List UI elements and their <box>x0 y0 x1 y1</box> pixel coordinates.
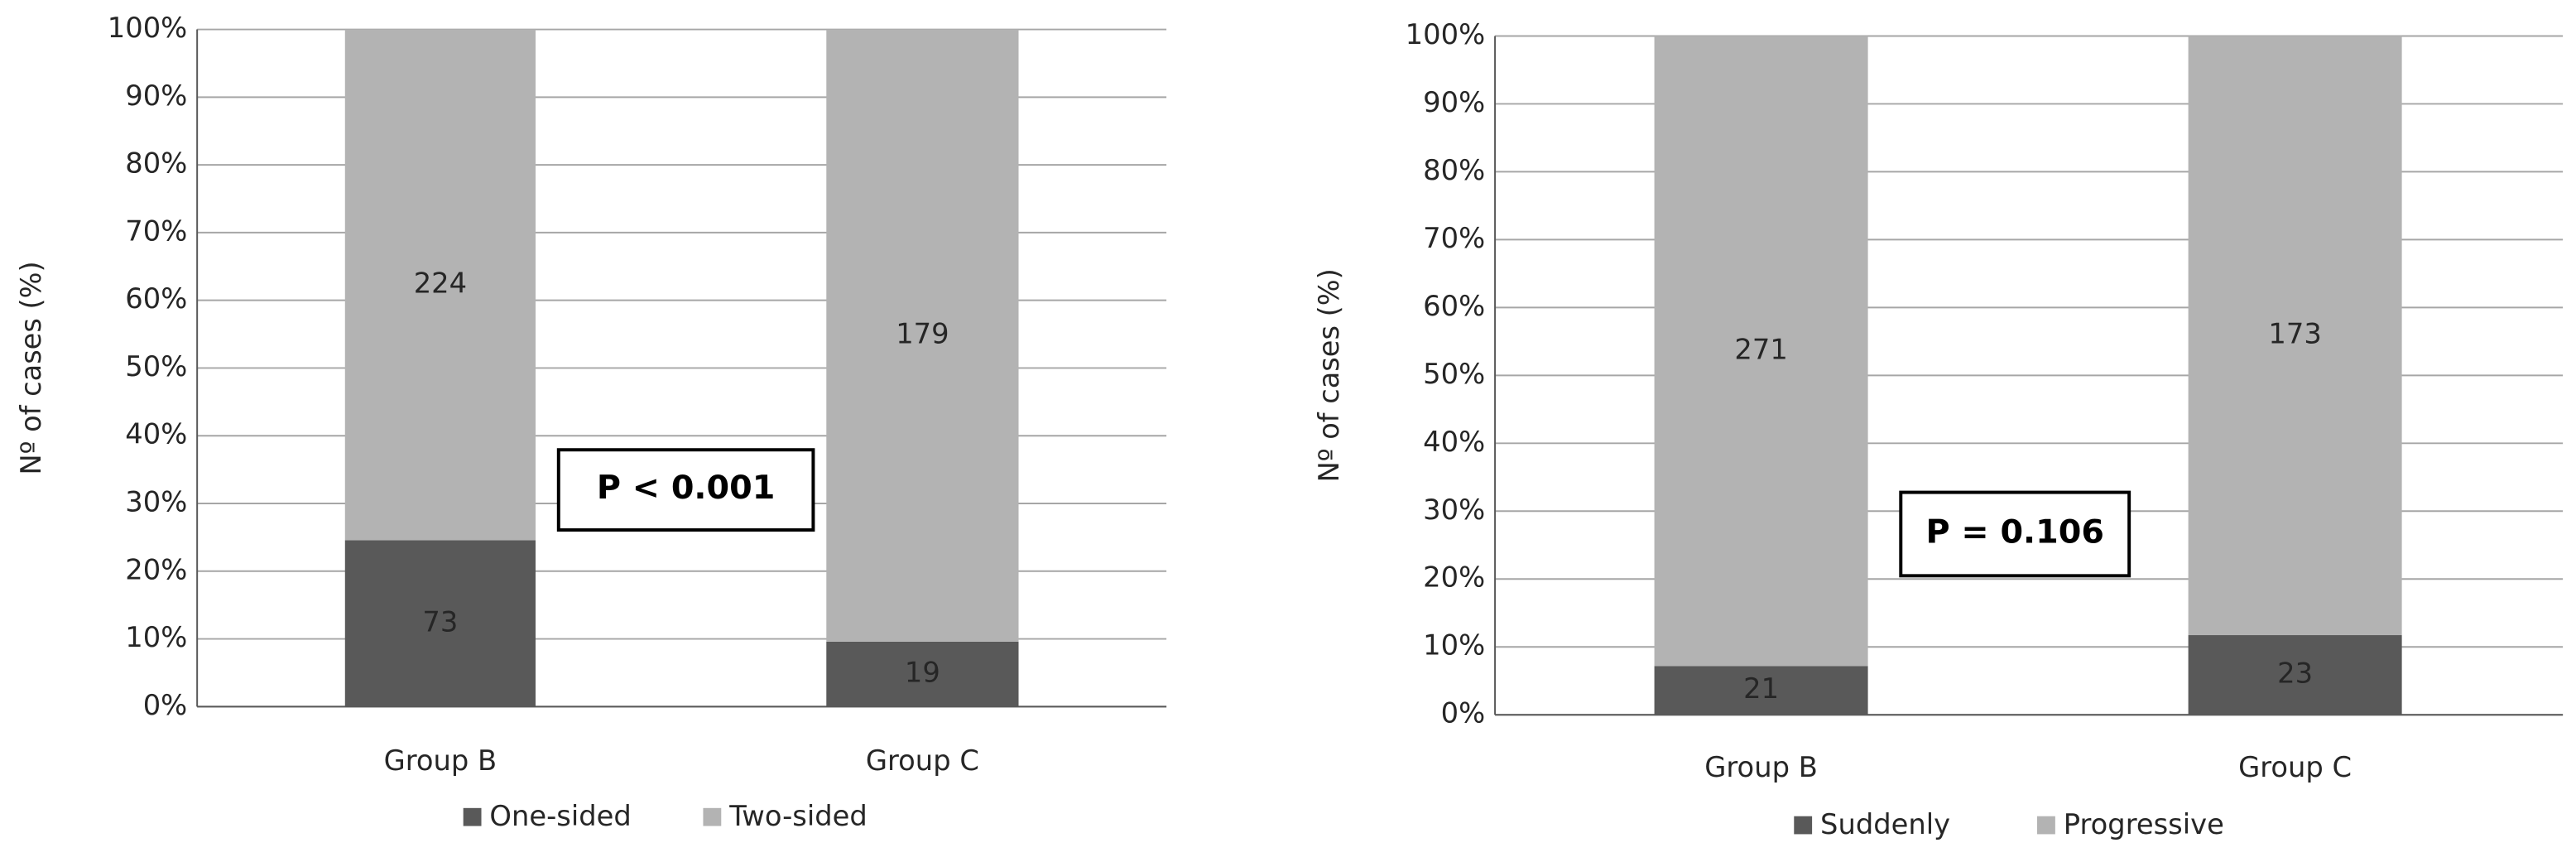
y-tick-label: 50% <box>125 350 187 383</box>
bar-segment <box>2188 36 2402 636</box>
legend-swatch <box>703 807 722 826</box>
x-tick-label: Group C <box>866 744 979 777</box>
y-axis-label: Nº of cases (%) <box>15 261 47 474</box>
y-tick-label: 40% <box>1423 426 1485 458</box>
y-tick-label: 60% <box>125 282 187 315</box>
y-tick-label: 90% <box>125 79 187 112</box>
y-tick-label: 70% <box>125 214 187 247</box>
y-tick-label: 30% <box>1423 494 1485 526</box>
y-tick-label: 80% <box>125 147 187 180</box>
data-label: 173 <box>2268 318 2321 350</box>
data-label: 179 <box>896 318 949 350</box>
x-tick-label: Group C <box>2238 751 2352 783</box>
bar-segment <box>1654 36 1868 667</box>
y-tick-label: 90% <box>1423 86 1485 118</box>
y-tick-label: 70% <box>1423 222 1485 254</box>
bar-segment <box>826 641 1019 707</box>
data-label: 23 <box>2277 657 2313 690</box>
y-tick-label: 0% <box>143 689 188 721</box>
y-tick-label: 40% <box>125 418 187 450</box>
legend-label: Progressive <box>2064 808 2224 840</box>
bar-segment <box>1654 666 1868 715</box>
y-tick-label: 0% <box>1441 697 1486 730</box>
annotation-box <box>1899 490 2131 578</box>
annotation-box <box>556 448 815 532</box>
y-tick-label: 60% <box>1423 290 1485 322</box>
y-tick-label: 10% <box>1423 629 1485 662</box>
y-tick-label: 80% <box>1423 154 1485 186</box>
x-tick-label: Group B <box>1704 751 1818 783</box>
bar-segment <box>344 29 536 541</box>
y-axis-label: Nº of cases (%) <box>1313 268 1345 482</box>
legend-label: One-sided <box>489 800 631 832</box>
data-label: 73 <box>422 605 458 638</box>
bar-segment <box>2188 635 2402 715</box>
legend-label: Suddenly <box>1820 808 1950 840</box>
annotation: P = 0.106 <box>1925 513 2104 551</box>
y-tick-label: 30% <box>125 486 187 518</box>
y-tick-label: 20% <box>1423 561 1485 594</box>
y-tick-label: 50% <box>1423 358 1485 390</box>
legend-label: Two-sided <box>728 800 867 832</box>
y-tick-label: 100% <box>108 12 187 44</box>
legend-swatch <box>463 807 482 826</box>
y-tick-label: 20% <box>125 553 187 585</box>
data-label: 19 <box>905 657 940 689</box>
bar-segment <box>826 29 1019 642</box>
data-label: 271 <box>1734 333 1787 365</box>
legend-swatch <box>2037 816 2055 835</box>
x-tick-label: Group B <box>384 744 497 777</box>
data-label: 224 <box>414 267 467 299</box>
legend-swatch <box>1794 816 1813 835</box>
bar-segment <box>344 540 536 707</box>
y-tick-label: 100% <box>1406 18 1485 51</box>
annotation: P < 0.001 <box>597 469 776 507</box>
data-label: 21 <box>1743 672 1779 705</box>
y-tick-label: 10% <box>125 621 187 653</box>
